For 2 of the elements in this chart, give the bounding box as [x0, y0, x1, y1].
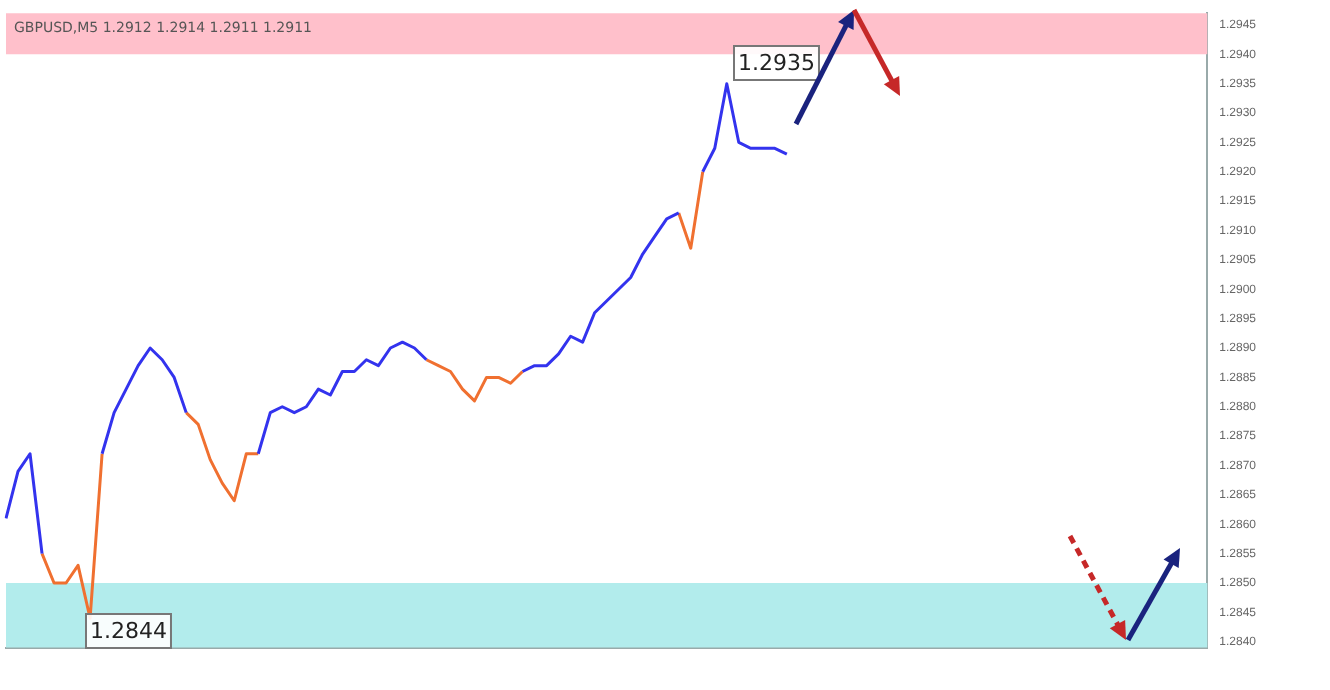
- annotation: 1.2844: [90, 617, 167, 644]
- annotation: 1.2935: [738, 49, 815, 76]
